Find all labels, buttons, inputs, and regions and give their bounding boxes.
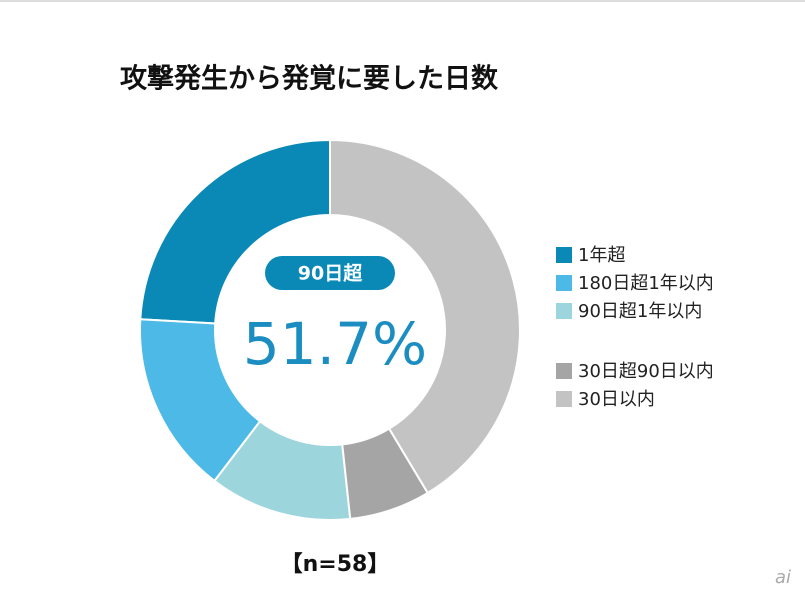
legend-label: 1年超 [578, 245, 625, 266]
donut-segment [139, 138, 331, 325]
sample-size-note: 【n=58】 [281, 552, 390, 577]
legend-swatch [556, 247, 572, 263]
legend-swatch [556, 363, 572, 379]
legend-swatch [556, 303, 572, 319]
legend-label: 30日超90日以内 [578, 361, 714, 382]
legend-swatch [556, 275, 572, 291]
watermark: ai [775, 567, 791, 588]
donut-segment [329, 138, 521, 495]
legend-label: 180日超1年以内 [578, 273, 714, 294]
legend-label: 30日以内 [578, 389, 655, 410]
legend-label: 90日超1年以内 [578, 301, 702, 322]
center-label: 90日超 [298, 262, 363, 285]
center-label-pill [265, 256, 395, 290]
center-value: 51.7% [243, 310, 427, 378]
chart-title: 攻撃発生から発覚に要した日数 [120, 64, 499, 95]
legend-swatch [556, 391, 572, 407]
